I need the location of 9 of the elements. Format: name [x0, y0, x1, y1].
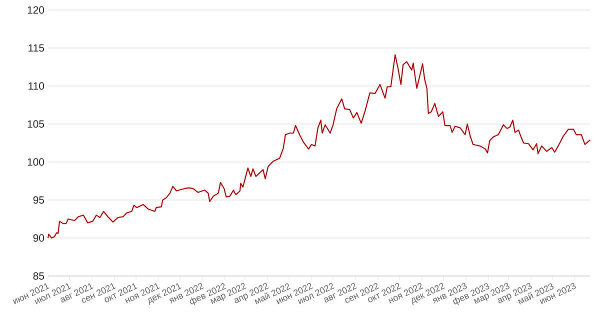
y-tick-label: 120	[28, 6, 44, 14]
y-tick-label: 95	[33, 196, 44, 204]
y-tick-label: 105	[28, 120, 44, 128]
y-tick-label: 110	[28, 82, 44, 90]
y-tick-label: 85	[33, 272, 44, 280]
line-series	[47, 54, 591, 239]
y-tick-label: 115	[28, 44, 44, 52]
y-tick-label: 90	[33, 234, 44, 242]
y-tick-label: 100	[28, 158, 44, 166]
